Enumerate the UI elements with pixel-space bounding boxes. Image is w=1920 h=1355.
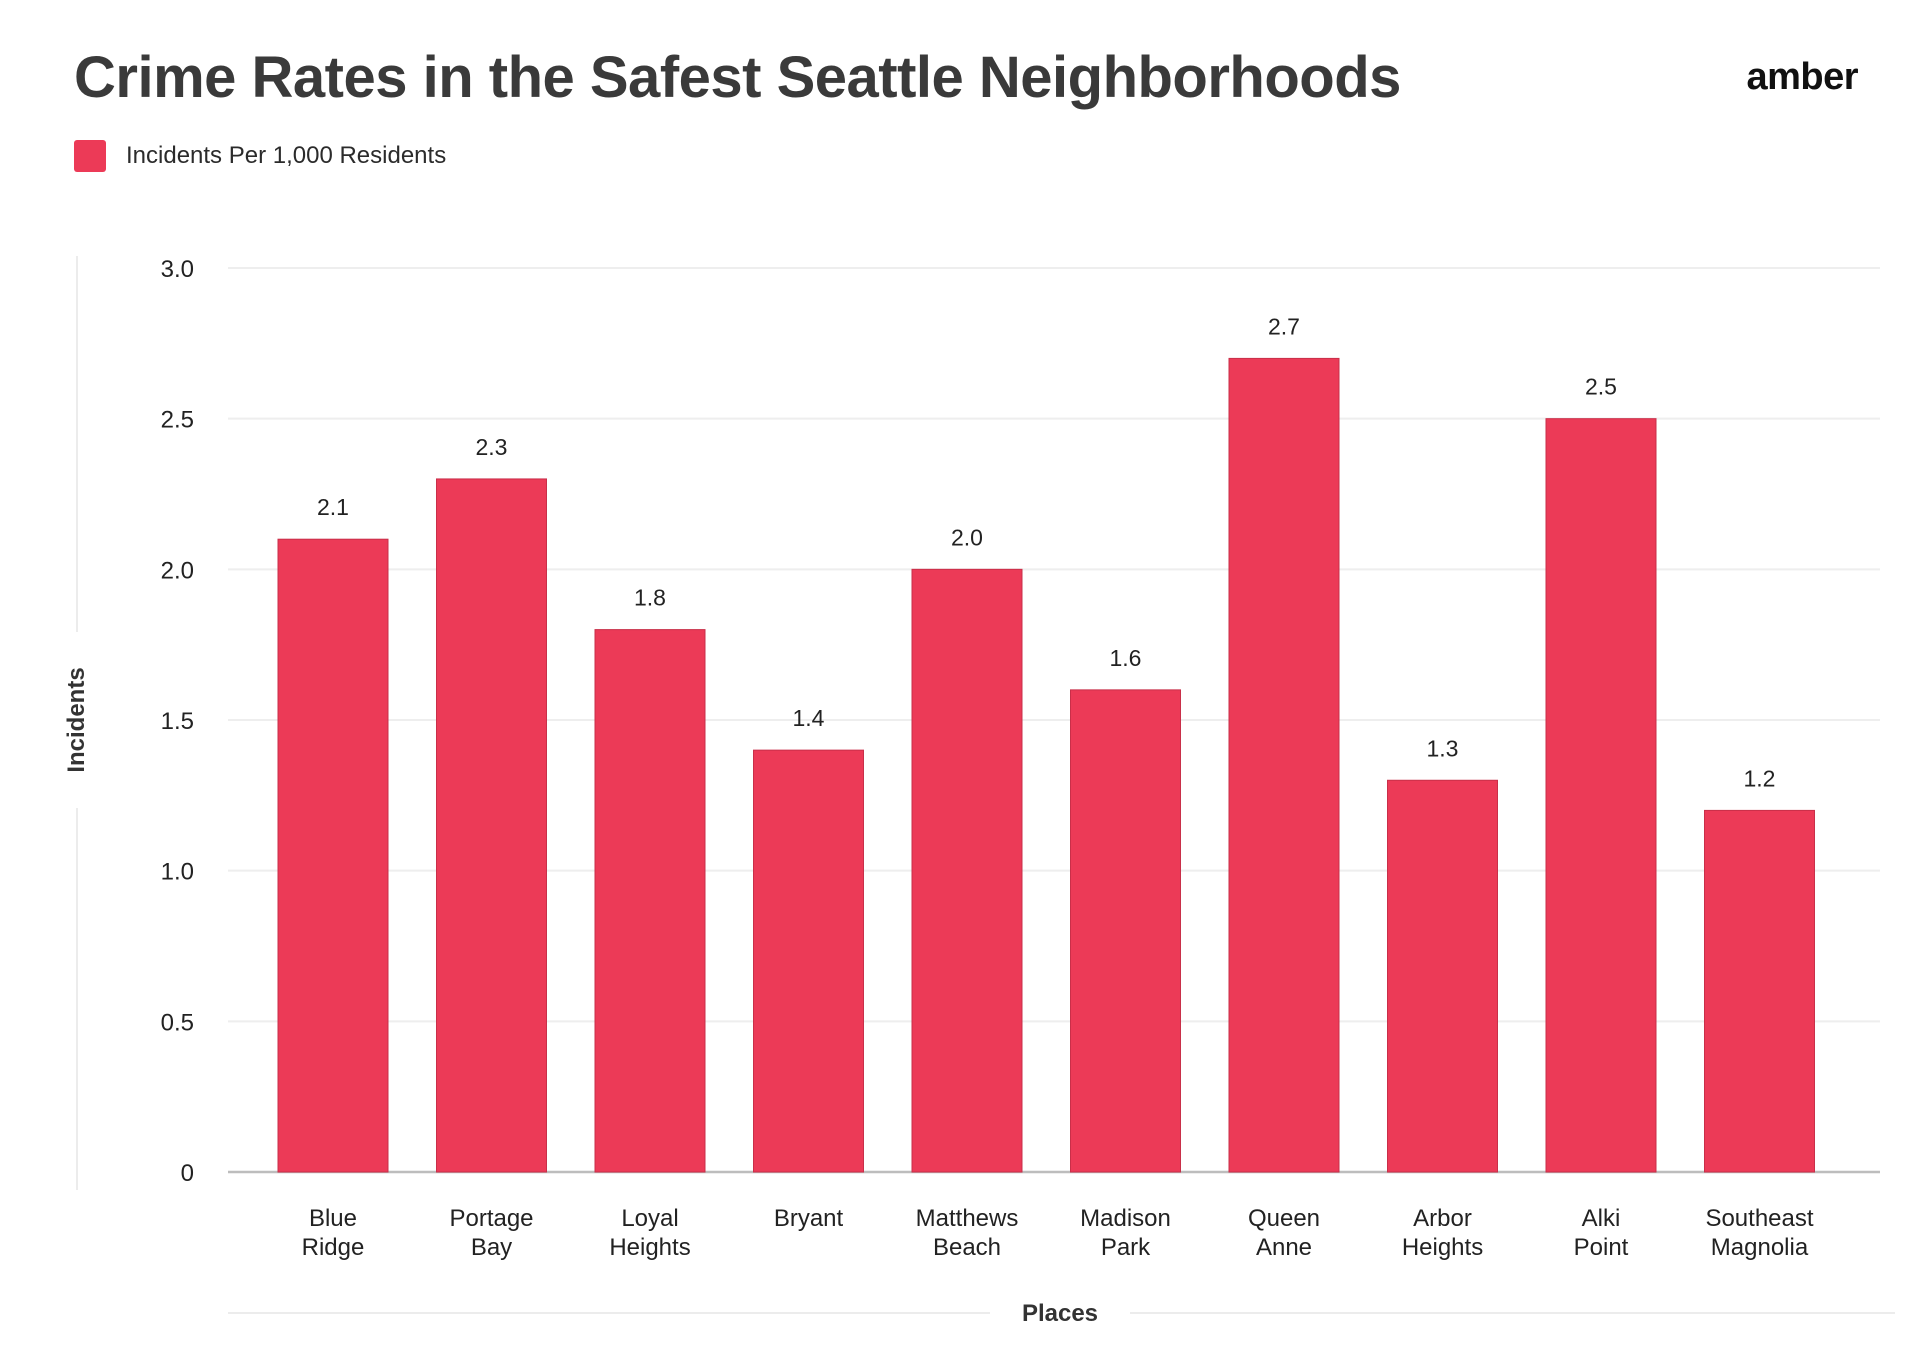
x-tick-label: Beach: [933, 1234, 1001, 1261]
bar: [1387, 779, 1498, 1173]
data-label: 1.2: [1744, 765, 1776, 791]
data-label: 1.6: [1110, 645, 1142, 671]
x-tick-label: Loyal: [621, 1205, 678, 1232]
bar: [1545, 418, 1657, 1173]
x-tick-label: Ridge: [302, 1234, 365, 1261]
data-label: 1.4: [793, 705, 825, 731]
y-tick-label: 0: [181, 1160, 194, 1187]
bar: [911, 568, 1023, 1173]
bar: [277, 538, 389, 1173]
bar: [1228, 357, 1340, 1173]
x-tick-label: Madison: [1080, 1205, 1171, 1232]
x-tick-label: Arbor: [1413, 1205, 1472, 1232]
x-tick-label: Alki: [1582, 1205, 1621, 1232]
legend-label: Incidents Per 1,000 Residents: [126, 142, 447, 169]
data-label: 1.8: [634, 585, 666, 611]
x-tick-label: Heights: [609, 1234, 690, 1261]
y-tick-label: 3.0: [161, 256, 194, 283]
y-tick-label: 2.0: [161, 557, 194, 584]
bar: [753, 749, 864, 1173]
x-tick-label: Magnolia: [1711, 1234, 1809, 1261]
x-tick-label: Blue: [309, 1205, 357, 1232]
x-tick-label: Anne: [1256, 1234, 1312, 1261]
data-label: 2.5: [1585, 374, 1617, 400]
bar: [1704, 809, 1815, 1173]
brand-logo: amber: [1746, 56, 1858, 98]
x-tick-label: Portage: [449, 1205, 533, 1232]
y-tick-label: 0.5: [161, 1009, 194, 1036]
data-label: 2.0: [951, 524, 983, 550]
legend: Incidents Per 1,000 Residents: [74, 140, 446, 172]
y-tick-label: 2.5: [161, 407, 194, 434]
bar: [1070, 689, 1181, 1173]
y-axis-title: Incidents: [63, 667, 90, 772]
y-tick-label: 1.5: [161, 708, 194, 735]
x-tick-label: Bay: [471, 1234, 512, 1261]
data-label: 1.3: [1427, 735, 1459, 761]
x-tick-label: Point: [1574, 1234, 1629, 1261]
x-tick-label: Heights: [1402, 1234, 1483, 1261]
y-axis-title-backing: [62, 632, 92, 808]
x-tick-label: Bryant: [774, 1205, 844, 1232]
x-tick-label: Southeast: [1705, 1205, 1813, 1232]
bar: [594, 629, 706, 1173]
x-tick-label: Queen: [1248, 1205, 1320, 1232]
y-tick-label: 1.0: [161, 859, 194, 886]
x-tick-label: Matthews: [916, 1205, 1019, 1232]
x-axis-title: Places: [1022, 1300, 1098, 1327]
bar: [436, 478, 547, 1173]
legend-swatch: [74, 140, 106, 172]
x-tick-label: Park: [1101, 1234, 1151, 1261]
data-label: 2.7: [1268, 313, 1300, 339]
data-label: 2.3: [476, 434, 508, 460]
chart-title: Crime Rates in the Safest Seattle Neighb…: [74, 45, 1401, 110]
data-label: 2.1: [317, 494, 349, 520]
